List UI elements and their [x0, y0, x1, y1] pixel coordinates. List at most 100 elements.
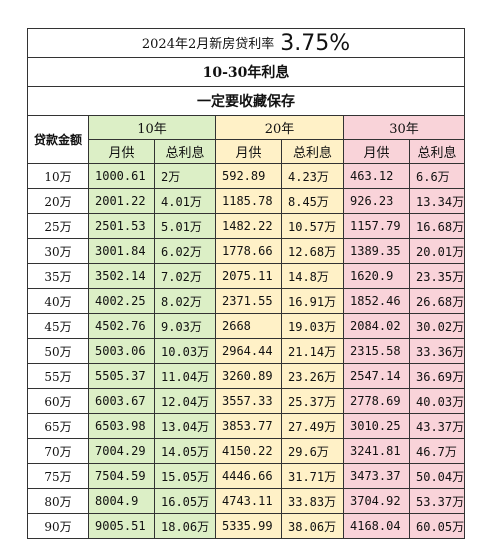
- monthly-10y-cell: 2501.53: [88, 213, 155, 239]
- interest-30y-cell: 33.36万: [408, 338, 466, 364]
- monthly-10y-cell: 5505.37: [88, 363, 155, 389]
- interest-30y-cell: 60.05万: [408, 513, 466, 539]
- interest-10y-cell: 15.05万: [154, 463, 216, 489]
- table-row: 55万 5505.37 11.04万 3260.89 23.26万 2547.14 36.6…: [27, 363, 466, 389]
- title-rate: 3.75%: [280, 30, 351, 56]
- table-body: 10万 1000.61 2万 592.89 4.23万 463.12 6.6万 20万 2001…: [27, 163, 466, 539]
- interest-10y-cell: 10.03万: [154, 338, 216, 364]
- subtitle-row-1: 10-30年利息: [26, 57, 466, 87]
- monthly-20y-cell: 4446.66: [215, 463, 282, 489]
- monthly-20y-cell: 1185.78: [215, 188, 282, 214]
- monthly-10y-cell: 4502.76: [88, 313, 155, 339]
- monthly-30y-cell: 3010.25: [343, 413, 410, 439]
- monthly-30y-cell: 4168.04: [343, 513, 410, 539]
- loan-amount-cell: 55万: [27, 363, 89, 389]
- monthly-30y-cell: 2778.69: [343, 388, 410, 414]
- table-row: 25万 2501.53 5.01万 1482.22 10.57万 1157.79 16.68…: [27, 213, 466, 239]
- monthly-header-10y: 月供: [88, 139, 155, 164]
- interest-30y-cell: 26.68万: [408, 288, 466, 314]
- interest-20y-cell: 21.14万: [281, 338, 344, 364]
- interest-20y-cell: 31.71万: [281, 463, 344, 489]
- monthly-20y-cell: 1778.66: [215, 238, 282, 264]
- loan-amount-cell: 25万: [27, 213, 89, 239]
- loan-amount-cell: 90万: [27, 513, 89, 539]
- monthly-30y-cell: 463.12: [343, 163, 410, 189]
- interest-header-30y: 总利息: [408, 139, 466, 164]
- interest-10y-cell: 8.02万: [154, 288, 216, 314]
- monthly-header-20y: 月供: [215, 139, 282, 164]
- monthly-10y-cell: 3001.84: [88, 238, 155, 264]
- interest-30y-cell: 53.37万: [408, 488, 466, 514]
- loan-amount-cell: 45万: [27, 313, 89, 339]
- interest-20y-cell: 12.68万: [281, 238, 344, 264]
- table-row: 90万 9005.51 18.06万 5335.99 38.06万 4168.04 60.0…: [27, 513, 466, 539]
- monthly-20y-cell: 3557.33: [215, 388, 282, 414]
- interest-10y-cell: 9.03万: [154, 313, 216, 339]
- monthly-30y-cell: 1389.35: [343, 238, 410, 264]
- interest-20y-cell: 4.23万: [281, 163, 344, 189]
- loan-amount-cell: 75万: [27, 463, 89, 489]
- interest-10y-cell: 11.04万: [154, 363, 216, 389]
- monthly-10y-cell: 8004.9: [88, 488, 155, 514]
- loan-amount-cell: 60万: [27, 388, 89, 414]
- mortgage-rate-table: 2024年2月新房贷利率 3.75% 10-30年利息 一定要收藏保存 贷款金额 …: [26, 28, 466, 539]
- title-row: 2024年2月新房贷利率 3.75%: [26, 28, 466, 58]
- interest-20y-cell: 19.03万: [281, 313, 344, 339]
- interest-10y-cell: 14.05万: [154, 438, 216, 464]
- table-row: 70万 7004.29 14.05万 4150.22 29.6万 3241.81 46.7万: [27, 438, 466, 464]
- interest-30y-cell: 6.6万: [408, 163, 466, 189]
- column-header-row: 月供 总利息 月供 总利息 月供 总利息: [28, 139, 466, 164]
- loan-amount-cell: 30万: [27, 238, 89, 264]
- title-cell: 2024年2月新房贷利率 3.75%: [26, 28, 466, 58]
- table-row: 50万 5003.06 10.03万 2964.44 21.14万 2315.58 33.3…: [27, 338, 466, 364]
- interest-20y-cell: 16.91万: [281, 288, 344, 314]
- interest-20y-cell: 29.6万: [281, 438, 344, 464]
- group-header-row: 贷款金额 10年 20年 30年: [27, 115, 466, 164]
- monthly-20y-cell: 1482.22: [215, 213, 282, 239]
- loan-amount-header: 贷款金额: [27, 115, 89, 164]
- monthly-20y-cell: 2075.11: [215, 263, 282, 289]
- loan-amount-cell: 40万: [27, 288, 89, 314]
- monthly-30y-cell: 1157.79: [343, 213, 410, 239]
- interest-20y-cell: 27.49万: [281, 413, 344, 439]
- monthly-10y-cell: 6503.98: [88, 413, 155, 439]
- interest-10y-cell: 16.05万: [154, 488, 216, 514]
- monthly-10y-cell: 7504.59: [88, 463, 155, 489]
- monthly-10y-cell: 4002.25: [88, 288, 155, 314]
- loan-amount-cell: 70万: [27, 438, 89, 464]
- loan-amount-cell: 10万: [27, 163, 89, 189]
- monthly-20y-cell: 3260.89: [215, 363, 282, 389]
- interest-30y-cell: 30.02万: [408, 313, 466, 339]
- monthly-10y-cell: 5003.06: [88, 338, 155, 364]
- interest-30y-cell: 40.03万: [408, 388, 466, 414]
- interest-10y-cell: 2万: [154, 163, 216, 189]
- table-row: 60万 6003.67 12.04万 3557.33 25.37万 2778.69 40.0…: [27, 388, 466, 414]
- interest-30y-cell: 46.7万: [408, 438, 466, 464]
- table-row: 45万 4502.76 9.03万 2668 19.03万 2084.02 30.02万: [27, 313, 466, 339]
- monthly-20y-cell: 3853.77: [215, 413, 282, 439]
- table-row: 75万 7504.59 15.05万 4446.66 31.71万 3473.37 50.0…: [27, 463, 466, 489]
- interest-10y-cell: 5.01万: [154, 213, 216, 239]
- monthly-30y-cell: 926.23: [343, 188, 410, 214]
- interest-header-20y: 总利息: [281, 139, 344, 164]
- monthly-20y-cell: 592.89: [215, 163, 282, 189]
- monthly-10y-cell: 7004.29: [88, 438, 155, 464]
- monthly-10y-cell: 6003.67: [88, 388, 155, 414]
- monthly-header-30y: 月供: [343, 139, 410, 164]
- interest-30y-cell: 16.68万: [408, 213, 466, 239]
- monthly-10y-cell: 9005.51: [88, 513, 155, 539]
- interest-30y-cell: 20.01万: [408, 238, 466, 264]
- monthly-30y-cell: 2315.58: [343, 338, 410, 364]
- interest-20y-cell: 38.06万: [281, 513, 344, 539]
- interest-20y-cell: 33.83万: [281, 488, 344, 514]
- interest-header-10y: 总利息: [154, 139, 216, 164]
- interest-10y-cell: 6.02万: [154, 238, 216, 264]
- interest-10y-cell: 18.06万: [154, 513, 216, 539]
- table-row: 80万 8004.9 16.05万 4743.11 33.83万 3704.92 53.37…: [27, 488, 466, 514]
- loan-amount-cell: 80万: [27, 488, 89, 514]
- monthly-30y-cell: 3241.81: [343, 438, 410, 464]
- interest-20y-cell: 10.57万: [281, 213, 344, 239]
- interest-20y-cell: 14.8万: [281, 263, 344, 289]
- group-header-10y: 10年: [88, 115, 216, 140]
- table-row: 35万 3502.14 7.02万 2075.11 14.8万 1620.9 23.35万: [27, 263, 466, 289]
